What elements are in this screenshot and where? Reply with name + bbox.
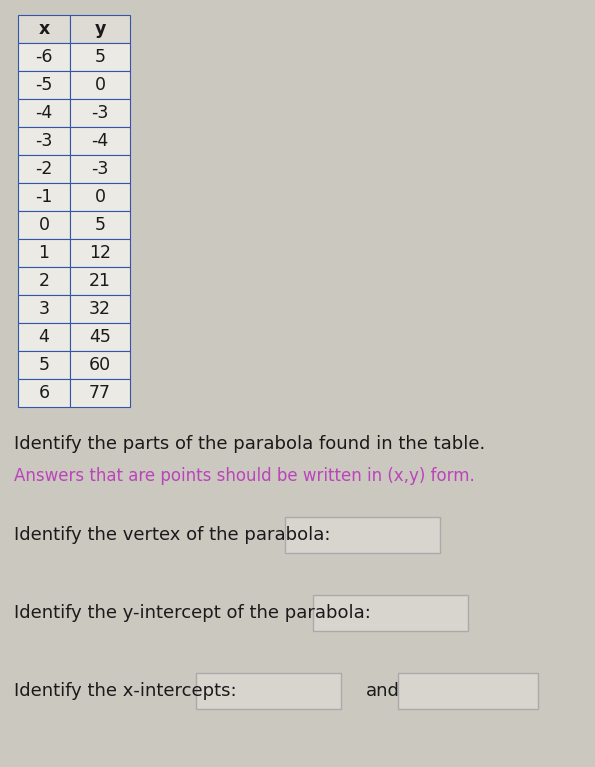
Text: -6: -6	[35, 48, 53, 66]
Text: 77: 77	[89, 384, 111, 402]
Text: -4: -4	[92, 132, 109, 150]
Text: -3: -3	[91, 104, 109, 122]
Bar	[70, 323, 130, 351]
Text: 0: 0	[95, 188, 105, 206]
Text: 5: 5	[39, 356, 49, 374]
Text: Identify the y-intercept of the parabola:: Identify the y-intercept of the parabola…	[14, 604, 371, 622]
Text: -4: -4	[35, 104, 52, 122]
Bar	[70, 99, 130, 127]
Bar	[70, 127, 130, 155]
Bar	[18, 351, 70, 379]
Text: 6: 6	[39, 384, 49, 402]
Bar	[18, 295, 70, 323]
Bar	[70, 295, 130, 323]
Text: 1: 1	[39, 244, 49, 262]
Bar	[18, 211, 70, 239]
Text: 32: 32	[89, 300, 111, 318]
Text: 12: 12	[89, 244, 111, 262]
Bar	[18, 379, 70, 407]
Bar	[18, 239, 70, 267]
Bar	[18, 183, 70, 211]
Bar	[18, 99, 70, 127]
Bar	[313, 595, 468, 631]
Bar	[285, 517, 440, 553]
Text: x: x	[38, 20, 49, 38]
Bar	[70, 43, 130, 71]
Text: -1: -1	[35, 188, 53, 206]
Bar	[70, 351, 130, 379]
Bar	[18, 43, 70, 71]
Bar	[70, 183, 130, 211]
Text: -5: -5	[35, 76, 53, 94]
Text: -3: -3	[35, 132, 53, 150]
Text: 4: 4	[39, 328, 49, 346]
Bar	[18, 71, 70, 99]
Bar	[18, 267, 70, 295]
Text: 0: 0	[95, 76, 105, 94]
Text: Identify the vertex of the parabola:: Identify the vertex of the parabola:	[14, 526, 330, 544]
Bar	[18, 127, 70, 155]
Text: 60: 60	[89, 356, 111, 374]
Text: 5: 5	[95, 216, 105, 234]
Bar	[18, 155, 70, 183]
Bar	[196, 673, 341, 709]
Text: 21: 21	[89, 272, 111, 290]
Text: 0: 0	[39, 216, 49, 234]
Text: Answers that are points should be written in (x,y) form.: Answers that are points should be writte…	[14, 467, 475, 485]
Text: -2: -2	[35, 160, 53, 178]
Text: 45: 45	[89, 328, 111, 346]
Bar	[70, 239, 130, 267]
Text: 5: 5	[95, 48, 105, 66]
Bar	[70, 379, 130, 407]
Text: Identify the parts of the parabola found in the table.: Identify the parts of the parabola found…	[14, 435, 486, 453]
Text: 2: 2	[39, 272, 49, 290]
Bar	[70, 211, 130, 239]
Bar	[398, 673, 538, 709]
Bar	[18, 323, 70, 351]
Text: and: and	[366, 682, 400, 700]
Text: y: y	[95, 20, 106, 38]
Text: 3: 3	[39, 300, 49, 318]
Bar	[70, 71, 130, 99]
Text: -3: -3	[91, 160, 109, 178]
Bar	[18, 15, 70, 43]
Bar	[70, 267, 130, 295]
Text: Identify the x-intercepts:: Identify the x-intercepts:	[14, 682, 237, 700]
Bar	[70, 155, 130, 183]
Bar	[70, 15, 130, 43]
